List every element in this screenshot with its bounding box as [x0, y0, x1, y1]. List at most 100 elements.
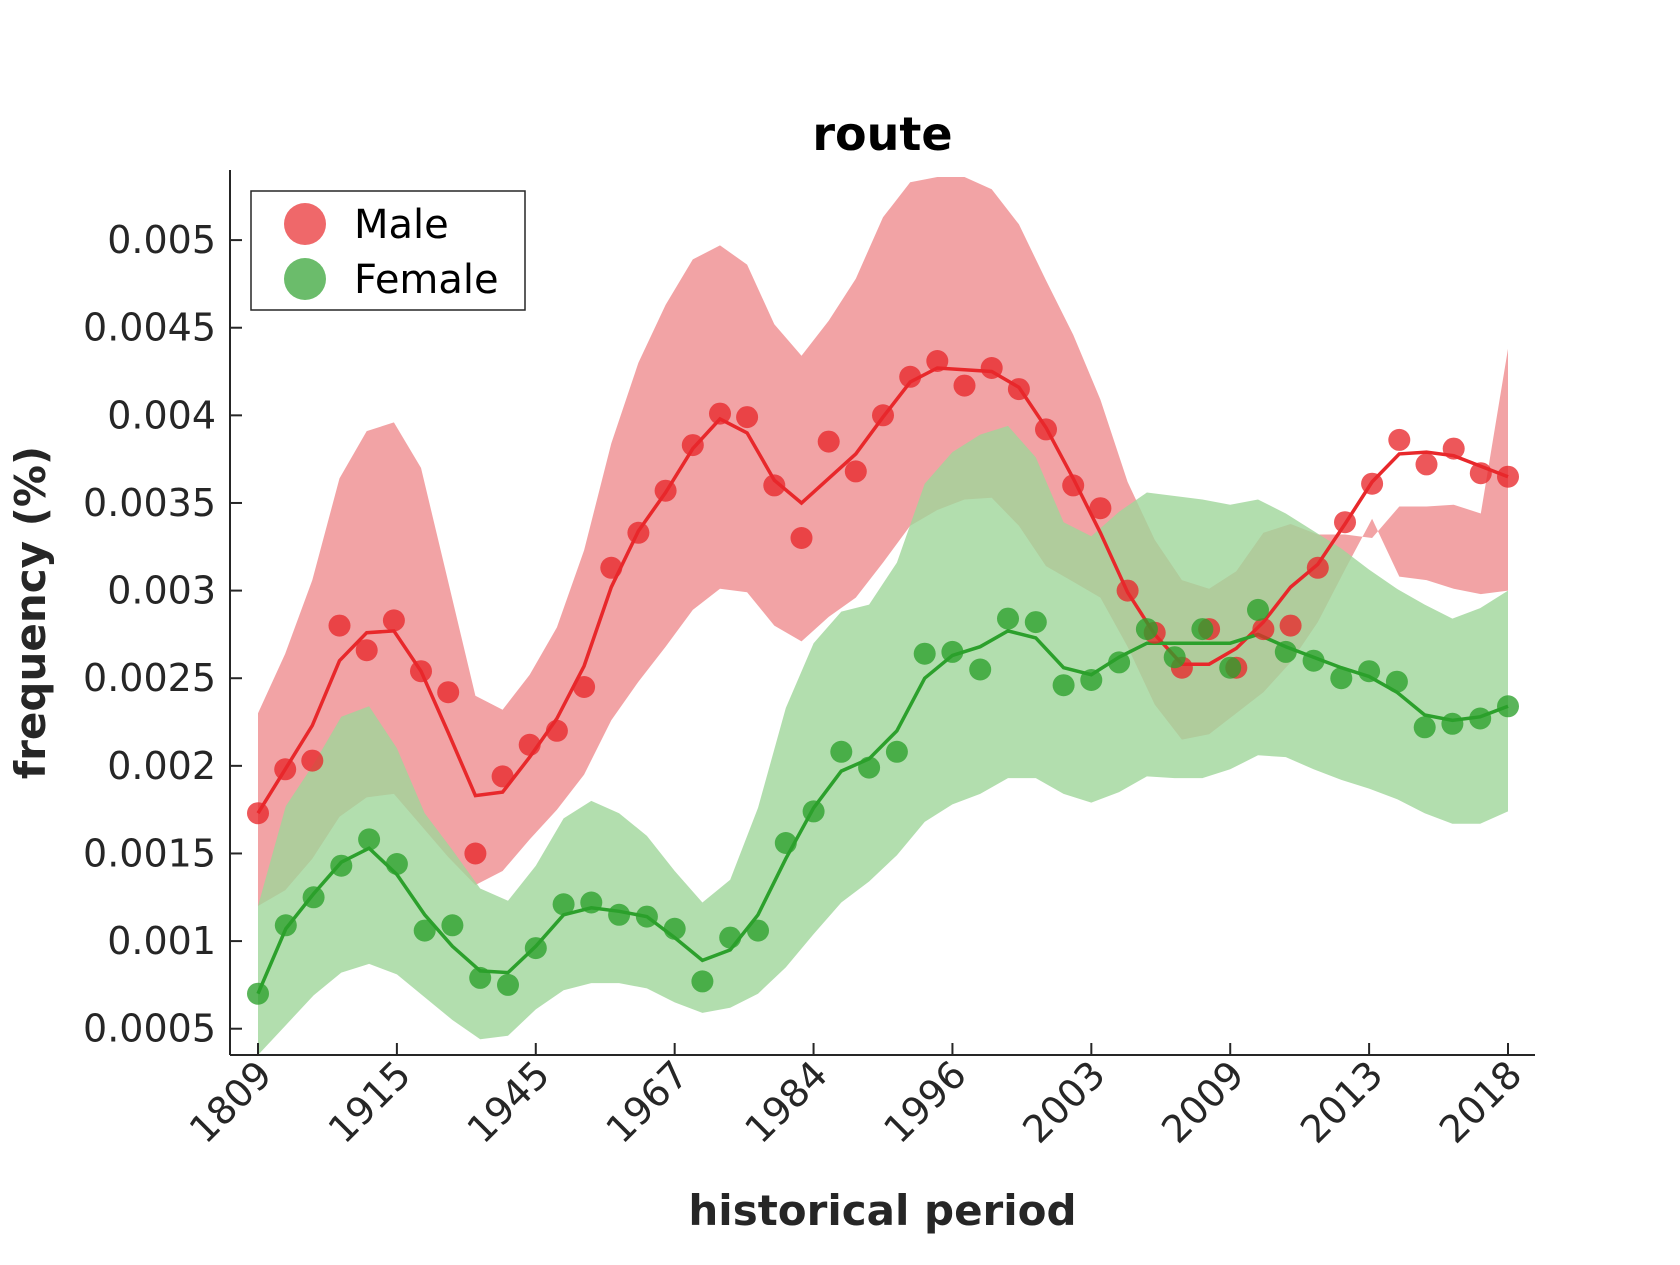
- data-point-female: [1024, 611, 1047, 634]
- x-axis-label: historical period: [688, 1186, 1076, 1235]
- data-point-female: [1302, 649, 1325, 672]
- data-point-female: [441, 914, 464, 937]
- legend-marker-female: [284, 258, 326, 300]
- data-point-male: [953, 374, 976, 397]
- data-point-female: [635, 905, 658, 928]
- legend-label-female: Female: [354, 257, 499, 303]
- data-points: [247, 350, 1519, 1005]
- data-point-female: [1247, 598, 1269, 621]
- data-point-male: [518, 733, 541, 756]
- data-point-female: [1052, 674, 1075, 697]
- data-point-female: [1385, 670, 1408, 693]
- data-point-female: [830, 740, 853, 763]
- data-point-male: [600, 556, 623, 579]
- y-tick-label: 0.002: [107, 744, 216, 788]
- data-point-female: [913, 642, 936, 665]
- data-point-male: [301, 749, 324, 772]
- data-point-female: [1080, 669, 1103, 691]
- data-point-male: [790, 527, 813, 549]
- x-tick-label: 1984: [736, 1052, 836, 1152]
- data-point-male: [736, 406, 759, 429]
- data-point-female: [1497, 695, 1519, 718]
- data-point-male: [1415, 453, 1438, 476]
- data-point-female: [497, 973, 519, 996]
- y-tick-label: 0.005: [107, 218, 216, 262]
- data-point-male: [573, 676, 596, 698]
- data-point-female: [1219, 656, 1242, 679]
- data-point-male: [926, 350, 949, 372]
- data-point-male: [899, 365, 922, 388]
- data-point-female: [774, 832, 797, 854]
- data-point-male: [491, 765, 514, 788]
- x-tick-label: 2003: [1014, 1052, 1114, 1152]
- data-point-male: [545, 719, 568, 742]
- x-tick-label: 1996: [875, 1052, 975, 1152]
- y-tick-label: 0.004: [107, 393, 216, 437]
- y-tick-label: 0.001: [107, 919, 216, 963]
- x-tick-label: 2018: [1431, 1052, 1531, 1152]
- y-tick-label: 0.0015: [83, 831, 216, 875]
- data-point-female: [552, 893, 575, 916]
- data-point-male: [1442, 437, 1465, 460]
- data-point-female: [969, 658, 992, 681]
- data-point-male: [274, 758, 297, 781]
- data-point-male: [410, 660, 432, 683]
- data-point-male: [681, 434, 704, 457]
- x-tick-label: 1945: [459, 1052, 559, 1152]
- data-point-male: [709, 402, 731, 425]
- data-point-female: [1330, 667, 1353, 690]
- legend-label-male: Male: [354, 202, 449, 248]
- data-point-female: [1191, 618, 1214, 641]
- data-point-male: [980, 357, 1003, 379]
- data-point-female: [385, 853, 408, 875]
- data-point-male: [627, 521, 650, 544]
- data-point-male: [1089, 497, 1112, 520]
- data-point-female: [358, 828, 381, 851]
- data-point-female: [1108, 651, 1131, 674]
- data-point-female: [247, 982, 269, 1005]
- data-point-male: [1361, 472, 1384, 495]
- data-point-male: [437, 681, 460, 704]
- y-tick-label: 0.0045: [83, 306, 216, 350]
- data-point-female: [274, 914, 297, 937]
- data-point-male: [1497, 465, 1519, 488]
- data-point-male: [1252, 618, 1275, 641]
- data-point-male: [382, 609, 405, 632]
- data-point-male: [1388, 428, 1411, 451]
- data-point-female: [413, 919, 436, 942]
- data-point-female: [885, 740, 908, 763]
- x-tick-label: 2013: [1292, 1052, 1392, 1152]
- x-tick-label: 1967: [598, 1052, 698, 1152]
- data-point-male: [1062, 474, 1085, 497]
- x-tick-label: 1915: [320, 1052, 420, 1152]
- data-point-male: [844, 460, 867, 483]
- data-point-female: [747, 919, 769, 942]
- y-tick-label: 0.003: [107, 569, 216, 613]
- data-point-female: [330, 854, 353, 877]
- data-point-female: [469, 966, 492, 989]
- data-point-male: [464, 842, 487, 865]
- data-point-male: [247, 802, 269, 825]
- data-point-female: [802, 800, 825, 823]
- data-point-female: [1163, 646, 1186, 669]
- data-point-male: [654, 479, 677, 502]
- trend-line-female: [256, 629, 1509, 995]
- data-point-male: [1007, 378, 1030, 401]
- data-point-female: [1358, 660, 1381, 683]
- y-axis-label: frequency (%): [6, 446, 55, 779]
- data-point-male: [872, 404, 894, 427]
- legend: Male Female: [250, 190, 526, 311]
- data-point-female: [1441, 712, 1464, 735]
- y-tick-label: 0.0025: [83, 656, 216, 700]
- data-point-male: [817, 430, 840, 453]
- x-tick-label: 2009: [1153, 1052, 1253, 1152]
- y-tick-label: 0.0035: [83, 481, 216, 525]
- y-ticks: 0.0005 0.001 0.0015 0.002 0.0025 0.003 0.0035 0…: [83, 218, 242, 1051]
- y-tick-label: 0.0005: [83, 1007, 216, 1051]
- data-point-female: [1469, 707, 1492, 730]
- data-point-female: [1135, 618, 1158, 641]
- data-point-female: [997, 607, 1019, 630]
- data-point-female: [719, 926, 742, 949]
